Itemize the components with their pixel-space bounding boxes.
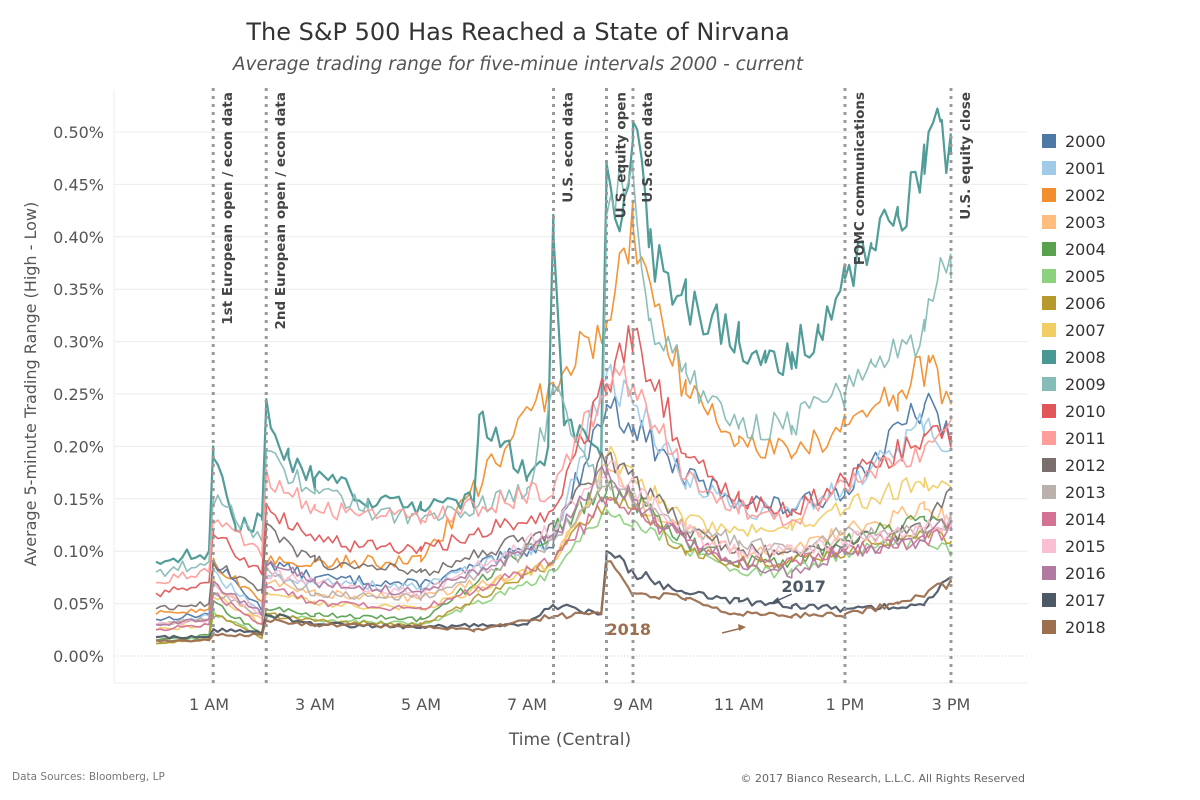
y-tick-label: 0.05% xyxy=(53,595,104,614)
event-label: U.S. equity open xyxy=(614,92,630,218)
x-tick-label: 3 AM xyxy=(295,695,335,714)
y-tick-label: 0.10% xyxy=(53,542,104,561)
legend-swatch-2004[interactable] xyxy=(1042,242,1056,256)
legend-label-2018[interactable]: 2018 xyxy=(1065,618,1106,637)
x-tick-label: 9 AM xyxy=(613,695,653,714)
copyright-note: © 2017 Bianco Research, L.L.C. All Right… xyxy=(740,772,1025,785)
legend-label-2013[interactable]: 2013 xyxy=(1065,483,1106,502)
legend-swatch-2009[interactable] xyxy=(1042,377,1056,391)
legend-label-2001[interactable]: 2001 xyxy=(1065,159,1106,178)
legend-swatch-2013[interactable] xyxy=(1042,485,1056,499)
legend-swatch-2005[interactable] xyxy=(1042,269,1056,283)
event-label: U.S. econ data xyxy=(640,92,656,203)
legend-label-2007[interactable]: 2007 xyxy=(1065,321,1106,340)
event-label: FOMC communications xyxy=(852,92,868,265)
legend-label-2008[interactable]: 2008 xyxy=(1065,348,1106,367)
legend-label-2000[interactable]: 2000 xyxy=(1065,132,1106,151)
legend-swatch-2010[interactable] xyxy=(1042,404,1056,418)
legend-swatch-2006[interactable] xyxy=(1042,296,1056,310)
x-tick-label: 11 AM xyxy=(714,695,764,714)
y-tick-label: 0.45% xyxy=(53,175,104,194)
series-line-2014 xyxy=(155,496,952,632)
legend-label-2014[interactable]: 2014 xyxy=(1065,510,1106,529)
x-tick-label: 5 AM xyxy=(401,695,441,714)
legend-swatch-2008[interactable] xyxy=(1042,350,1056,364)
legend-label-2006[interactable]: 2006 xyxy=(1065,294,1106,313)
series-line-2007 xyxy=(155,445,952,631)
legend-swatch-2011[interactable] xyxy=(1042,431,1056,445)
y-axis-ticks: 0.00% 0.05% 0.10% 0.15% 0.20% 0.25% 0.30% 0.35%… xyxy=(53,123,104,666)
legend-label-2002[interactable]: 2002 xyxy=(1065,186,1106,205)
legend-swatch-2015[interactable] xyxy=(1042,539,1056,553)
y-tick-label: 0.50% xyxy=(53,123,104,142)
legend-label-2010[interactable]: 2010 xyxy=(1065,402,1106,421)
series-lines xyxy=(155,107,953,645)
legend-label-2015[interactable]: 2015 xyxy=(1065,537,1106,556)
x-axis-label: Time (Central) xyxy=(508,730,631,750)
annotation-arrowhead-2018 xyxy=(738,624,746,631)
y-tick-label: 0.00% xyxy=(53,647,104,666)
data-source-note: Data Sources: Bloomberg, LP xyxy=(12,771,165,783)
legend-swatch-2012[interactable] xyxy=(1042,458,1056,472)
y-tick-label: 0.15% xyxy=(53,490,104,509)
legend-label-2016[interactable]: 2016 xyxy=(1065,564,1106,583)
x-tick-label: 1 PM xyxy=(826,695,865,714)
legend-label-2011[interactable]: 2011 xyxy=(1065,429,1106,448)
series-line-2009 xyxy=(155,162,952,578)
legend-swatch-2014[interactable] xyxy=(1042,512,1056,526)
series-line-2002 xyxy=(155,199,952,615)
annotation-arrowhead-2017 xyxy=(770,597,780,604)
chart-title: The S&P 500 Has Reached a State of Nirva… xyxy=(246,18,790,46)
legend-swatch-2018[interactable] xyxy=(1042,620,1056,634)
series-line-2015 xyxy=(155,460,952,626)
legend-swatch-2001[interactable] xyxy=(1042,161,1056,175)
event-lines: 1st European open / econ data 2nd Europea… xyxy=(211,88,974,683)
annotation-2017: 2017 xyxy=(781,577,826,596)
x-axis-ticks: 1 AM 3 AM 5 AM 7 AM 9 AM 11 AM 1 PM 3 PM xyxy=(189,695,970,714)
event-label: U.S. econ data xyxy=(561,92,577,203)
series-line-2011 xyxy=(155,364,952,585)
legend-label-2004[interactable]: 2004 xyxy=(1065,240,1106,259)
series-line-2018 xyxy=(155,560,953,643)
legend-label-2009[interactable]: 2009 xyxy=(1065,375,1106,394)
event-label: 2nd European open / econ data xyxy=(273,92,289,330)
legend-swatch-2017[interactable] xyxy=(1042,593,1056,607)
y-tick-label: 0.25% xyxy=(53,385,104,404)
legend-swatch-2002[interactable] xyxy=(1042,188,1056,202)
y-tick-label: 0.35% xyxy=(53,280,104,299)
annotations: 2017 2018 xyxy=(607,577,826,639)
series-line-2017 xyxy=(155,550,952,640)
legend-swatch-2016[interactable] xyxy=(1042,566,1056,580)
x-tick-label: 7 AM xyxy=(507,695,547,714)
legend-swatch-2003[interactable] xyxy=(1042,215,1056,229)
legend-label-2005[interactable]: 2005 xyxy=(1065,267,1106,286)
legend[interactable]: 2000 2001 2002 2003 2004 2005 2006 2007 2008 2009… xyxy=(1042,132,1106,637)
series-line-2008 xyxy=(155,107,953,566)
legend-label-2012[interactable]: 2012 xyxy=(1065,456,1106,475)
chart-subtitle: Average trading range for five-minue int… xyxy=(232,54,804,75)
y-axis-label: Average 5-minute Trading Range (High - L… xyxy=(21,202,40,567)
y-tick-label: 0.20% xyxy=(53,437,104,456)
series-line-2016 xyxy=(155,465,952,627)
series-line-2013 xyxy=(155,476,952,627)
annotation-arrow-2018 xyxy=(721,627,743,634)
legend-swatch-2007[interactable] xyxy=(1042,323,1056,337)
legend-label-2017[interactable]: 2017 xyxy=(1065,591,1106,610)
series-line-2004 xyxy=(155,479,952,642)
event-label: 1st European open / econ data xyxy=(220,92,236,325)
x-tick-label: 1 AM xyxy=(189,695,229,714)
x-tick-label: 3 PM xyxy=(932,695,971,714)
legend-swatch-2000[interactable] xyxy=(1042,134,1056,148)
y-tick-label: 0.30% xyxy=(53,333,104,352)
annotation-2018: 2018 xyxy=(607,620,652,639)
legend-label-2003[interactable]: 2003 xyxy=(1065,213,1106,232)
y-tick-label: 0.40% xyxy=(53,228,104,247)
event-label: U.S. equity close xyxy=(958,92,974,220)
